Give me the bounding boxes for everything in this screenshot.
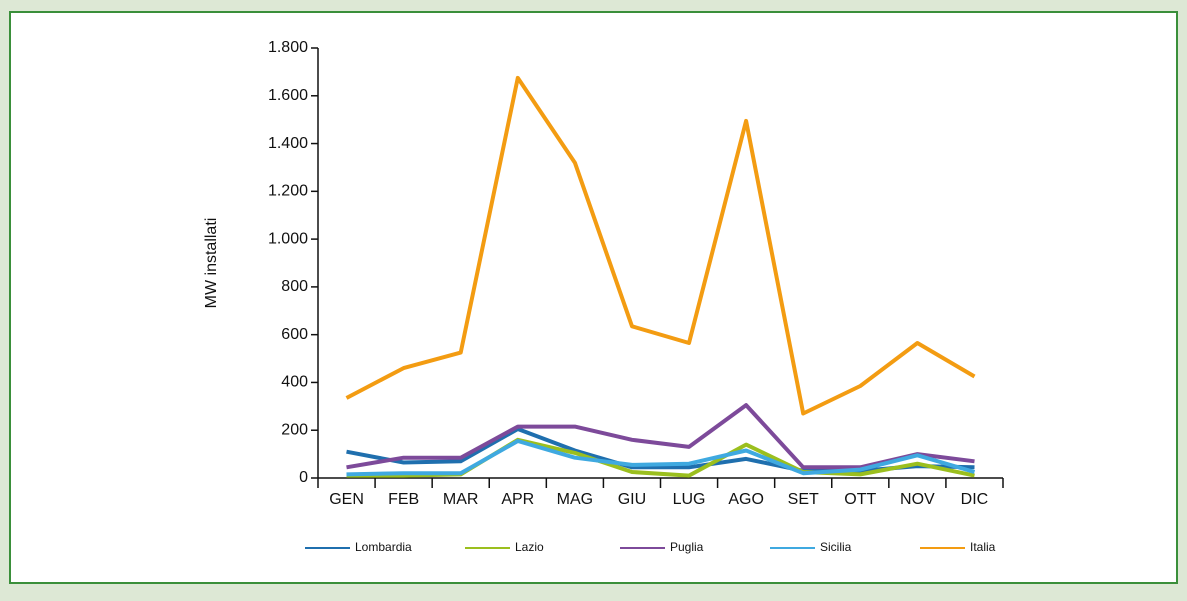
x-tick-label: MAG: [557, 491, 593, 508]
legend-label: Sicilia: [820, 540, 852, 554]
series-line: [346, 427, 975, 473]
x-tick-label: GIU: [618, 491, 646, 508]
y-tick-label: 1.600: [268, 87, 308, 104]
y-tick-label: 600: [281, 326, 308, 343]
x-tick-label: AGO: [728, 491, 764, 508]
y-axis-label: MW installati: [203, 218, 220, 309]
y-tick-label: 0: [299, 469, 308, 486]
x-tick-label: GEN: [329, 491, 364, 508]
x-tick-label: SET: [788, 491, 819, 508]
x-tick-label: DIC: [961, 491, 989, 508]
legend-label: Italia: [970, 540, 996, 554]
x-tick-label: LUG: [673, 491, 706, 508]
x-tick-label: NOV: [900, 491, 935, 508]
x-tick-label: OTT: [844, 491, 876, 508]
series-line: [346, 403, 975, 470]
x-tick-label: MAR: [443, 491, 479, 508]
legend-label: Puglia: [670, 540, 704, 554]
x-tick-label: APR: [501, 491, 534, 508]
y-tick-label: 1.200: [268, 183, 308, 200]
series-line: [345, 75, 976, 416]
legend-label: Lazio: [515, 540, 544, 554]
x-tick-label: FEB: [388, 491, 419, 508]
y-tick-label: 1.400: [268, 135, 308, 152]
y-tick-label: 400: [281, 374, 308, 391]
y-tick-label: 200: [281, 421, 308, 438]
y-tick-label: 1.800: [268, 39, 308, 56]
y-tick-label: 1.000: [268, 230, 308, 247]
panel: [9, 11, 1178, 584]
y-tick-label: 800: [281, 278, 308, 295]
legend-label: Lombardia: [355, 540, 412, 554]
series-line: [346, 439, 976, 477]
